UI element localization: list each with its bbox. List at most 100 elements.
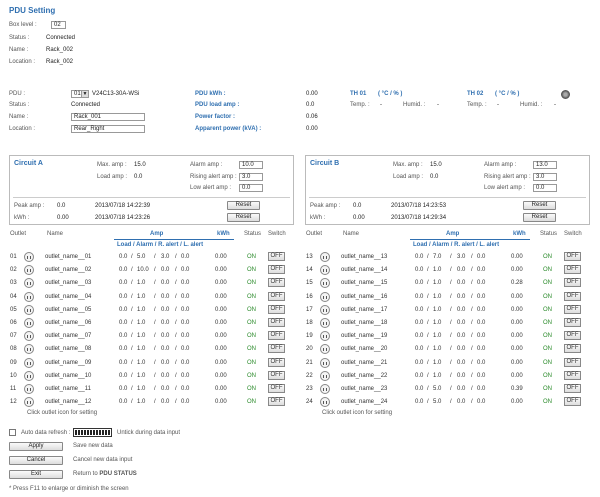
circuit-a-low-field[interactable]: 0.0 bbox=[239, 184, 263, 192]
amp-alarm: 1.0 bbox=[137, 372, 146, 379]
amp-separator: / bbox=[131, 320, 133, 326]
outlet-row: 05 outlet_name__05 0.0 1.0 0.0 0.0 0.00 ON / / / OF… bbox=[8, 304, 295, 317]
circuit-b-peak-reset-button[interactable]: Reset bbox=[523, 201, 556, 210]
circuit-a-alarm-field[interactable]: 10.0 bbox=[239, 161, 263, 169]
circuit-a-divider bbox=[13, 197, 290, 198]
outlet-switch-button[interactable]: OFF bbox=[268, 344, 285, 354]
outlet-socket-icon[interactable] bbox=[24, 384, 34, 394]
outlet-socket-icon[interactable] bbox=[24, 291, 34, 302]
exit-button[interactable]: Exit bbox=[9, 470, 63, 479]
outlet-socket-icon[interactable] bbox=[320, 331, 330, 342]
outlet-socket-icon[interactable] bbox=[24, 357, 34, 368]
outlet-socket-icon[interactable] bbox=[320, 357, 330, 368]
outlet-status: ON bbox=[247, 359, 256, 366]
amp-separator: / bbox=[131, 372, 133, 379]
amp-load: 0.0 bbox=[119, 320, 128, 326]
outlet-switch-button[interactable]: OFF bbox=[564, 304, 581, 314]
outlet-socket-icon[interactable] bbox=[24, 397, 34, 408]
outlet-kwh: 0.00 bbox=[215, 293, 227, 300]
circuit-b-kwh-value: 0.00 bbox=[353, 215, 365, 221]
circuit-a-kwh-reset-button[interactable]: Reset bbox=[227, 213, 260, 222]
exit-desc-prefix: Return to bbox=[73, 471, 100, 477]
outlet-switch-button[interactable]: OFF bbox=[268, 384, 285, 393]
outlet-socket-icon[interactable] bbox=[320, 291, 330, 302]
circuit-b-low-field[interactable]: 0.0 bbox=[533, 184, 557, 192]
outlet-socket-icon[interactable] bbox=[24, 278, 34, 289]
kwh-header-rule bbox=[508, 239, 530, 240]
pdu-location-field[interactable]: Rear_Right bbox=[71, 125, 145, 133]
outlet-switch-button[interactable]: OFF bbox=[268, 331, 285, 341]
amp-low-alert: 0.0 bbox=[181, 267, 190, 274]
outlet-switch-button[interactable]: OFF bbox=[564, 357, 581, 367]
circuit-b-rising-field[interactable]: 3.0 bbox=[533, 173, 557, 181]
outlet-kwh: 0.00 bbox=[511, 293, 523, 300]
auto-refresh-label: Auto data refresh : bbox=[21, 430, 71, 436]
outlet-socket-icon[interactable] bbox=[24, 331, 34, 342]
th02-temp-value: - bbox=[497, 102, 499, 108]
outlet-socket-icon[interactable] bbox=[320, 265, 330, 276]
outlet-number: 24 bbox=[306, 399, 313, 406]
amp-separator: / bbox=[131, 346, 133, 353]
circuit-b-alarm-field[interactable]: 13.0 bbox=[533, 161, 557, 169]
outlet-switch-button[interactable]: OFF bbox=[268, 278, 285, 288]
outlet-socket-icon[interactable] bbox=[320, 344, 330, 355]
outlet-socket-icon[interactable] bbox=[24, 265, 34, 276]
amp-low-alert: 0.0 bbox=[477, 346, 486, 353]
outlet-socket-icon[interactable] bbox=[24, 304, 34, 315]
outlet-socket-icon[interactable] bbox=[320, 304, 330, 315]
circuit-a-rising-field[interactable]: 3.0 bbox=[239, 173, 263, 181]
outlet-switch-button[interactable]: OFF bbox=[564, 344, 581, 354]
amp-separator: / bbox=[154, 320, 156, 326]
outlet-socket-icon[interactable] bbox=[24, 370, 34, 381]
amp-separator: / bbox=[450, 386, 452, 392]
outlet-name: outlet_name__17 bbox=[341, 306, 388, 313]
circuit-b-panel: Circuit B Max. amp : 15.0 Load amp : 0.0… bbox=[305, 155, 590, 225]
outlet-switch-button[interactable]: OFF bbox=[564, 397, 581, 407]
outlet-switch-button[interactable]: OFF bbox=[268, 318, 285, 327]
outlet-switch-button[interactable]: OFF bbox=[268, 397, 285, 407]
amp-load: 0.0 bbox=[415, 254, 424, 260]
outlet-switch-button[interactable]: OFF bbox=[268, 357, 285, 367]
outlet-socket-icon[interactable] bbox=[320, 318, 330, 328]
outlet-socket-icon[interactable] bbox=[320, 278, 330, 289]
outlet-socket-icon[interactable] bbox=[320, 370, 330, 381]
outlet-socket-icon[interactable] bbox=[24, 252, 34, 262]
amp-load: 0.0 bbox=[415, 372, 424, 379]
outlet-switch-button[interactable]: OFF bbox=[564, 318, 581, 327]
auto-refresh-checkbox[interactable] bbox=[9, 429, 16, 436]
outlet-socket-icon[interactable] bbox=[24, 344, 34, 355]
apply-button[interactable]: Apply bbox=[9, 442, 63, 451]
outlet-switch-button[interactable]: OFF bbox=[268, 304, 285, 314]
outlet-switch-button[interactable]: OFF bbox=[564, 291, 581, 301]
gear-icon[interactable] bbox=[561, 90, 570, 99]
amp-alarm: 1.0 bbox=[433, 280, 442, 287]
circuit-a-peak-reset-button[interactable]: Reset bbox=[227, 201, 260, 210]
outlet-switch-button[interactable]: OFF bbox=[564, 370, 581, 380]
outlet-socket-icon[interactable] bbox=[320, 252, 330, 262]
outlet-switch-button[interactable]: OFF bbox=[564, 252, 581, 261]
outlet-switch-button[interactable]: OFF bbox=[268, 370, 285, 380]
amp-alarm: 1.0 bbox=[433, 320, 442, 326]
outlet-switch-button[interactable]: OFF bbox=[564, 278, 581, 288]
cancel-button[interactable]: Cancel bbox=[9, 456, 63, 465]
amp-alarm: 1.0 bbox=[433, 372, 442, 379]
pdu-select[interactable]: 01 ▼ bbox=[71, 90, 89, 98]
outlet-switch-button[interactable]: OFF bbox=[564, 265, 581, 275]
outlet-switch-button[interactable]: OFF bbox=[268, 252, 285, 261]
outlet-switch-button[interactable]: OFF bbox=[564, 331, 581, 341]
circuit-b-kwh-reset-button[interactable]: Reset bbox=[523, 213, 556, 222]
amp-separator: / bbox=[450, 359, 452, 366]
outlet-switch-button[interactable]: OFF bbox=[268, 265, 285, 275]
box-level-field[interactable]: 02 bbox=[51, 21, 66, 29]
outlet-row: 19 outlet_name__19 0.0 1.0 0.0 0.0 0.00 ON / / / OF… bbox=[304, 330, 591, 343]
amp-load: 0.0 bbox=[415, 267, 424, 274]
outlet-socket-icon[interactable] bbox=[24, 318, 34, 328]
outlet-socket-icon[interactable] bbox=[320, 384, 330, 394]
outlet-switch-button[interactable]: OFF bbox=[564, 384, 581, 393]
outlet-switch-button[interactable]: OFF bbox=[268, 291, 285, 301]
outlet-status: ON bbox=[247, 386, 256, 392]
amp-separator: / bbox=[131, 386, 133, 392]
amp-low-alert: 0.0 bbox=[477, 359, 486, 366]
outlet-socket-icon[interactable] bbox=[320, 397, 330, 408]
pdu-name-field[interactable]: Rack_001 bbox=[71, 113, 145, 121]
